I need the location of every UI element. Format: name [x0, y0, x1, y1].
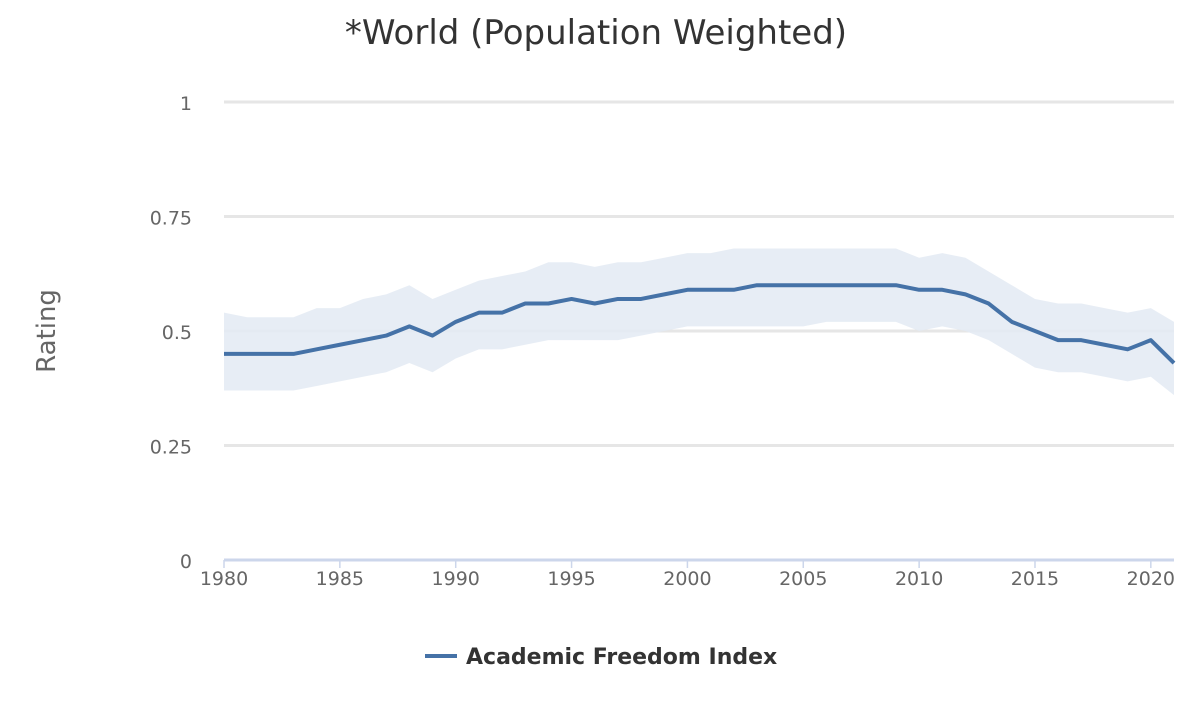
legend[interactable]: Academic Freedom Index	[425, 645, 777, 670]
x-tick-label: 2015	[1011, 568, 1059, 590]
series-line[interactable]	[224, 283, 1176, 365]
x-tick-label: 1985	[316, 568, 364, 590]
legend-label[interactable]: Academic Freedom Index	[466, 645, 777, 670]
x-tick-label: 1995	[547, 568, 595, 590]
x-tick-label: 2020	[1127, 568, 1175, 590]
x-tick-label: 2000	[663, 568, 711, 590]
y-tick-label: 0.5	[162, 322, 192, 344]
x-tick-label: 1980	[200, 568, 248, 590]
y-tick-label: 0.25	[150, 437, 192, 459]
confidence-band	[224, 248, 1174, 396]
x-tick-label: 2010	[895, 568, 943, 590]
y-axis-label: Rating	[32, 289, 62, 373]
chart-title: *World (Population Weighted)	[345, 13, 847, 53]
x-tick-label: 1990	[432, 568, 480, 590]
y-tick-label: 0	[180, 551, 192, 573]
y-tick-label: 1	[180, 93, 192, 115]
y-tick-label: 0.75	[150, 208, 192, 230]
x-tick-label: 2005	[779, 568, 827, 590]
